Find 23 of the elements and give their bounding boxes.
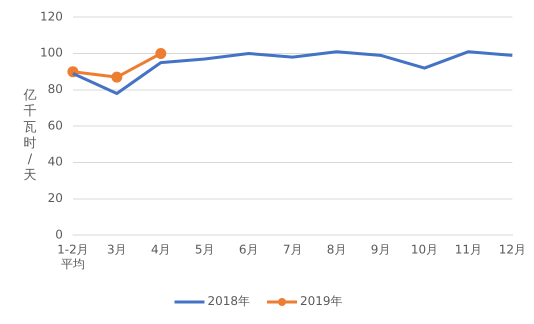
x-tick-label: 8月 <box>326 242 346 257</box>
y-tick-label: 60 <box>48 118 63 132</box>
x-tick-label: 6月 <box>238 242 259 257</box>
x-tick-label: 4月 <box>150 242 171 257</box>
x-tick-label: 1-2月平均 <box>57 242 89 271</box>
x-tick-label: 7月 <box>282 242 302 257</box>
y-tick-label: 80 <box>48 82 63 96</box>
point <box>155 48 166 60</box>
y-tick-label: 0 <box>55 227 63 242</box>
legend-label: 2018年 <box>207 294 250 308</box>
x-tick-label: 3月 <box>107 242 127 257</box>
x-tick-label: 5月 <box>194 242 215 257</box>
y-tick-label: 40 <box>48 154 63 169</box>
y-tick-label: 20 <box>48 190 63 205</box>
point <box>111 72 122 83</box>
x-tick-label: 9月 <box>370 242 390 257</box>
y-tick-label: 120 <box>40 9 63 24</box>
x-tick-label: 10月 <box>410 242 438 257</box>
x-tick-label: 11月 <box>454 242 482 257</box>
y-axis-title: 亿千瓦时/天 <box>22 88 38 184</box>
x-tick-label: 12月 <box>498 242 526 257</box>
legend-label: 2019年 <box>300 294 343 308</box>
y-tick-label: 100 <box>40 46 63 60</box>
